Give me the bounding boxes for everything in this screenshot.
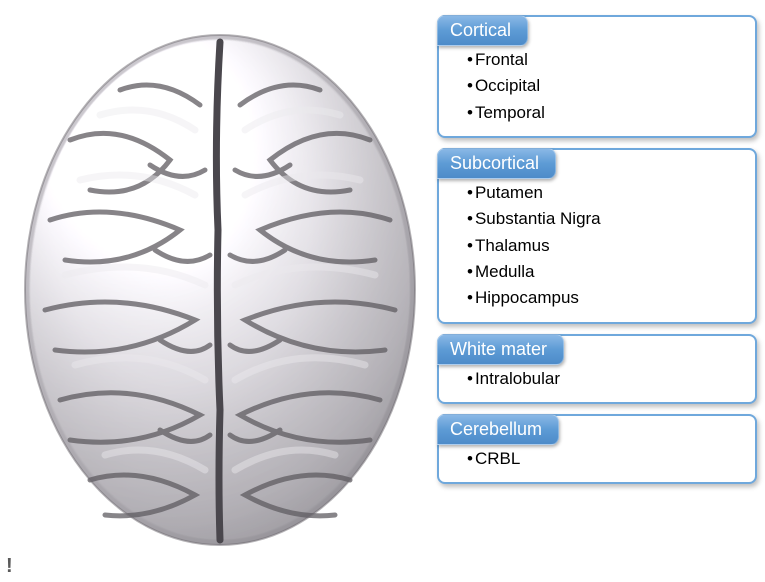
list-item: Occipital: [467, 73, 741, 99]
category-items: Frontal Occipital Temporal: [467, 47, 741, 126]
category-items: CRBL: [467, 446, 741, 472]
category-block-cortical: Cortical Frontal Occipital Temporal: [437, 15, 757, 138]
list-item: Hippocampus: [467, 285, 741, 311]
list-item: Thalamus: [467, 233, 741, 259]
category-items: Putamen Substantia Nigra Thalamus Medull…: [467, 180, 741, 312]
category-items: Intralobular: [467, 366, 741, 392]
list-item: Intralobular: [467, 366, 741, 392]
category-header: White mater: [437, 334, 564, 365]
list-item: Frontal: [467, 47, 741, 73]
category-block-whitematter: White mater Intralobular: [437, 334, 757, 404]
category-block-subcortical: Subcortical Putamen Substantia Nigra Tha…: [437, 148, 757, 324]
category-header: Cortical: [437, 15, 528, 46]
list-item: Substantia Nigra: [467, 206, 741, 232]
brain-svg: [10, 20, 430, 560]
list-item: Putamen: [467, 180, 741, 206]
category-header: Subcortical: [437, 148, 556, 179]
list-item: Temporal: [467, 100, 741, 126]
category-header: Cerebellum: [437, 414, 559, 445]
list-item: Medulla: [467, 259, 741, 285]
category-panel: Cortical Frontal Occipital Temporal Subc…: [437, 15, 757, 484]
list-item: CRBL: [467, 446, 741, 472]
footer-mark: !: [6, 555, 13, 578]
brain-illustration: [10, 20, 430, 560]
category-block-cerebellum: Cerebellum CRBL: [437, 414, 757, 484]
